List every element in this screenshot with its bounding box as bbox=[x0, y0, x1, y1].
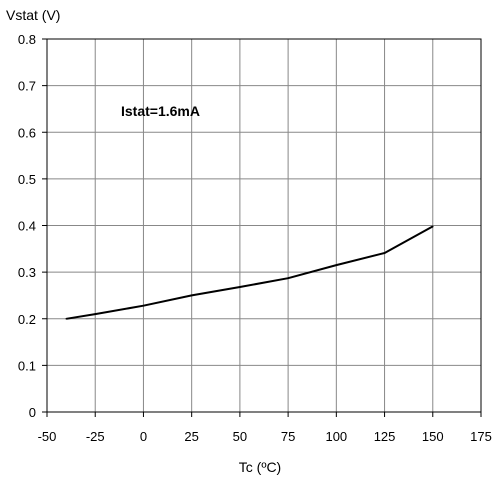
y-axis-title: Vstat (V) bbox=[6, 7, 60, 23]
data-point bbox=[65, 317, 68, 320]
x-tick-label: -25 bbox=[86, 429, 105, 444]
y-tick-label: 0 bbox=[29, 405, 36, 420]
y-tick-label: 0.7 bbox=[18, 79, 36, 94]
x-tick-label: 75 bbox=[281, 429, 295, 444]
data-point bbox=[190, 294, 193, 297]
x-tick-label: 175 bbox=[470, 429, 492, 444]
y-tick-label: 0.3 bbox=[18, 265, 36, 280]
y-tick-label: 0.8 bbox=[18, 32, 36, 47]
x-tick-label: 100 bbox=[325, 429, 347, 444]
y-tick-label: 0.4 bbox=[18, 219, 36, 234]
x-tick-labels: -50 -25 0 25 50 75 100 125 150 175 bbox=[38, 429, 492, 444]
plot-frame bbox=[46, 38, 482, 413]
x-tick-label: 150 bbox=[422, 429, 444, 444]
x-tick-label: 50 bbox=[233, 429, 247, 444]
data-point bbox=[287, 277, 289, 279]
x-tick-label: 125 bbox=[374, 429, 396, 444]
grid-lines bbox=[47, 39, 481, 412]
y-tick-label: 0.2 bbox=[18, 312, 36, 327]
data-point bbox=[239, 286, 241, 288]
y-tick-label: 0.5 bbox=[18, 172, 36, 187]
y-tick-label: 0.6 bbox=[18, 125, 36, 140]
data-point bbox=[383, 252, 386, 254]
data-point bbox=[431, 225, 434, 228]
annotation-label: Istat=1.6mA bbox=[121, 103, 200, 119]
series-layer bbox=[65, 225, 434, 320]
y-tick-labels: 0 0.1 0.2 0.3 0.4 0.5 0.6 0.7 0.8 bbox=[18, 32, 36, 420]
data-point bbox=[335, 264, 338, 266]
axes bbox=[42, 38, 482, 417]
data-point bbox=[94, 313, 97, 315]
y-tick-label: 0.1 bbox=[18, 358, 36, 373]
x-tick-label: -50 bbox=[38, 429, 57, 444]
x-tick-label: 0 bbox=[140, 429, 147, 444]
data-point bbox=[142, 304, 145, 307]
x-axis-title: Tc (ºC) bbox=[239, 459, 281, 475]
x-tick-label: 25 bbox=[184, 429, 198, 444]
